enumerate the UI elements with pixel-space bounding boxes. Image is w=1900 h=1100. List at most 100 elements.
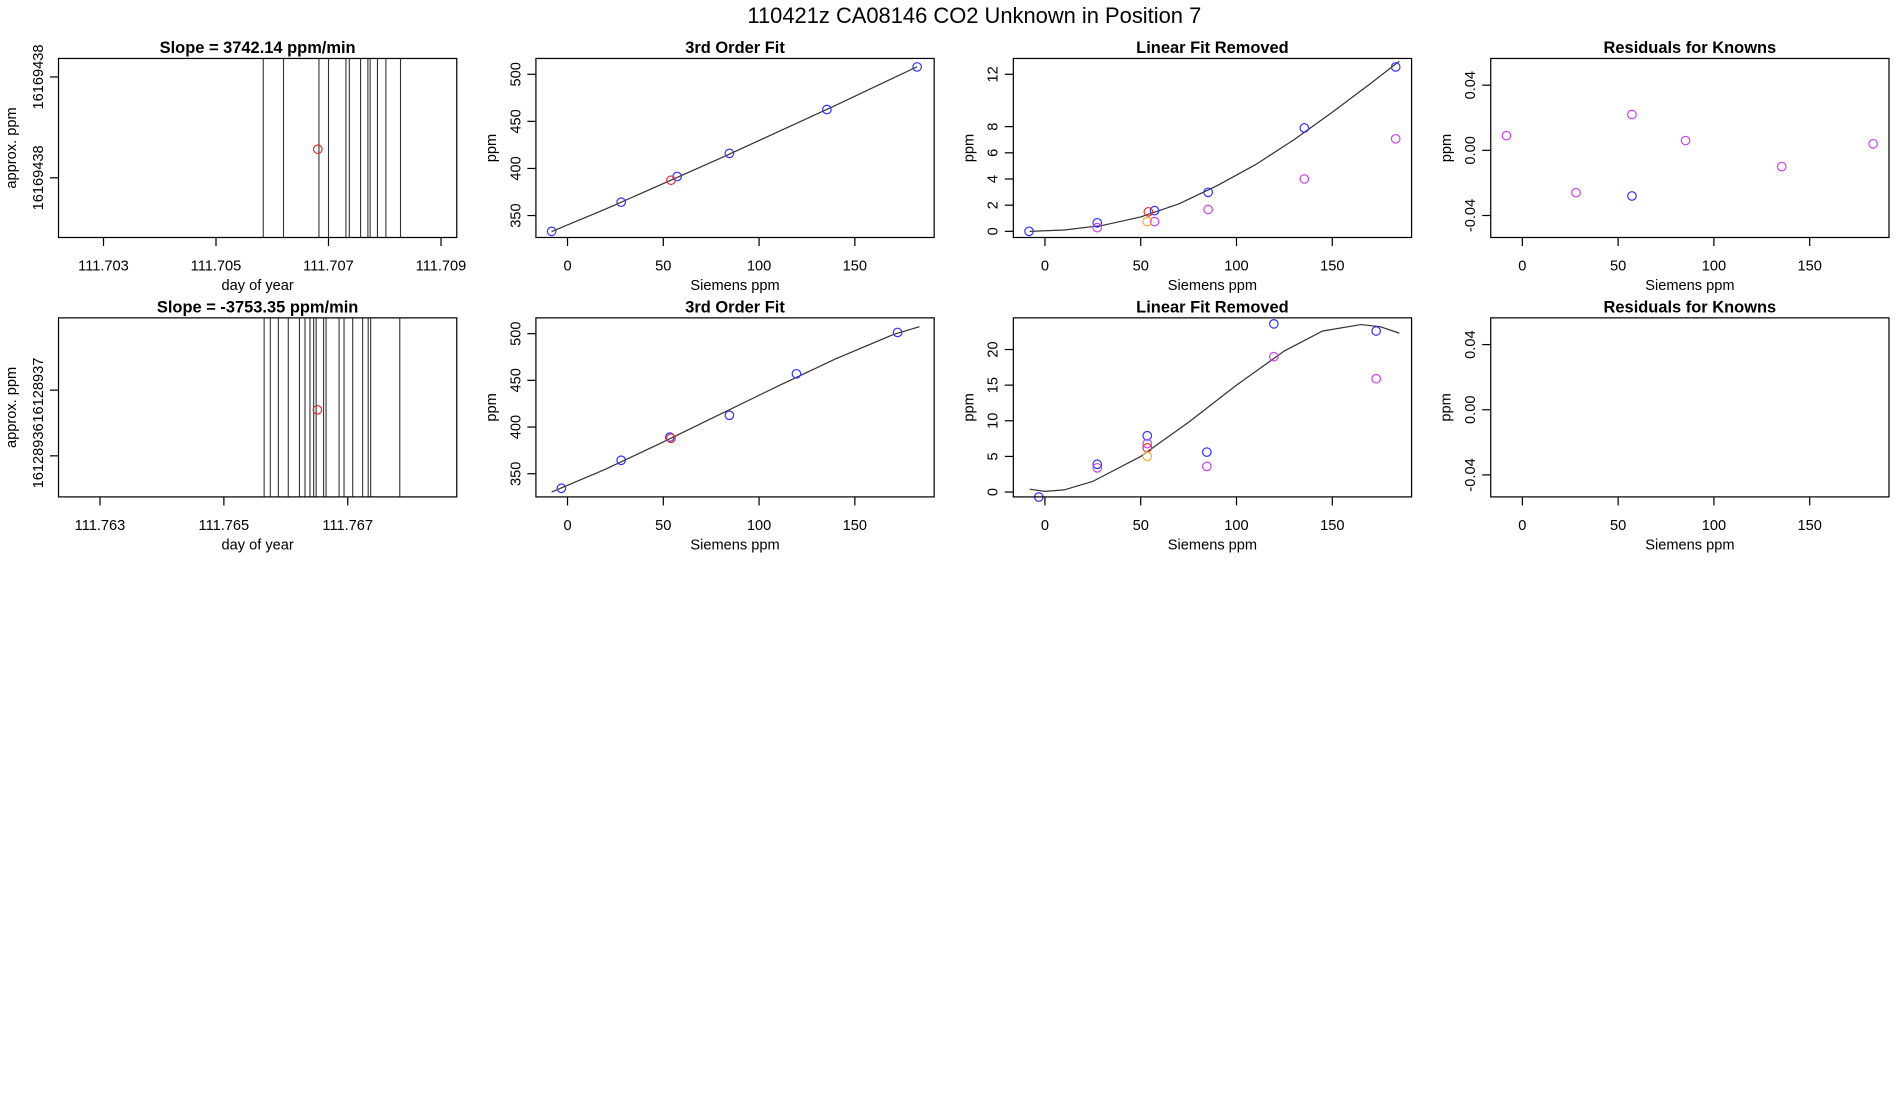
x-axis-label: day of year — [221, 278, 293, 294]
y-tick-label: 20 — [986, 341, 1002, 357]
x-tick-label: 100 — [1224, 518, 1248, 534]
y-axis-label: ppm — [484, 393, 500, 421]
y-tick-label: 16169438 — [31, 145, 47, 210]
point — [1142, 216, 1153, 227]
page-title: 110421z CA08146 CO2 Unknown in Position … — [747, 3, 1201, 28]
y-tick-label: 400 — [508, 156, 524, 180]
x-tick-label: 150 — [1320, 259, 1344, 275]
point — [1142, 438, 1153, 449]
x-axis-label: Siemens ppm — [1168, 278, 1257, 294]
x-tick-label: 150 — [843, 518, 867, 534]
y-axis-label: ppm — [1439, 393, 1455, 421]
point — [724, 148, 735, 159]
point — [1371, 326, 1382, 336]
x-axis-label: Siemens ppm — [690, 278, 779, 294]
x-axis-label: Siemens ppm — [690, 537, 779, 553]
point — [791, 368, 802, 379]
point — [1142, 430, 1153, 441]
panel-title: Slope = 3742.14 ppm/min — [160, 39, 356, 57]
y-tick-label: 350 — [508, 462, 524, 486]
point — [1390, 62, 1401, 72]
point — [1868, 138, 1878, 149]
y-tick-label: 2 — [986, 201, 1002, 209]
y-tick-label: 500 — [508, 62, 524, 86]
point — [1299, 174, 1310, 184]
x-tick-label: 111.705 — [191, 259, 242, 275]
point — [724, 410, 735, 421]
x-tick-label: 111.707 — [303, 259, 354, 275]
x-axis-label: day of year — [221, 537, 293, 553]
y-tick-label: 350 — [508, 203, 524, 227]
point — [1680, 135, 1691, 146]
point — [1627, 109, 1637, 120]
y-tick-label: 0 — [986, 488, 1002, 496]
x-tick-label: 0 — [1041, 518, 1049, 534]
panel-title: Linear Fit Removed — [1136, 39, 1289, 57]
point — [1092, 459, 1103, 470]
plot-frame — [1490, 317, 1890, 498]
x-tick-label: 0 — [1041, 259, 1049, 275]
plot-frame — [1490, 57, 1890, 239]
y-axis-label: ppm — [961, 134, 977, 162]
point — [616, 197, 627, 208]
y-tick-label: 0 — [986, 227, 1002, 235]
x-tick-label: 50 — [655, 518, 671, 534]
panel-title: Residuals for Knowns — [1604, 298, 1777, 316]
point — [1201, 461, 1212, 472]
point — [1268, 318, 1279, 329]
point — [1501, 130, 1512, 141]
panel-title: Slope = -3753.35 ppm/min — [157, 298, 358, 316]
y-axis-label: ppm — [961, 393, 977, 421]
point — [1149, 205, 1160, 216]
point — [1627, 191, 1637, 201]
point — [1203, 204, 1214, 215]
x-tick-label: 111.709 — [416, 259, 467, 275]
x-axis-label: Siemens ppm — [1645, 537, 1734, 553]
fit-curve — [551, 326, 920, 493]
y-tick-label: 400 — [508, 415, 524, 439]
y-tick-label: 500 — [508, 321, 524, 345]
x-tick-label: 100 — [1224, 259, 1248, 275]
y-tick-label: 450 — [508, 109, 524, 133]
x-tick-label: 0 — [1518, 259, 1526, 275]
y-axis-label: ppm — [1439, 134, 1455, 162]
x-tick-label: 150 — [1797, 518, 1821, 534]
y-tick-label: 0.00 — [1463, 136, 1479, 164]
x-tick-label: 50 — [1133, 259, 1149, 275]
y-tick-label: 0.04 — [1463, 71, 1479, 99]
x-tick-label: 0 — [1518, 518, 1526, 534]
point — [666, 175, 676, 186]
plot-frame — [1012, 57, 1413, 239]
point — [666, 433, 676, 444]
y-tick-label: 16169438 — [31, 44, 47, 109]
point — [312, 404, 323, 415]
point — [546, 226, 557, 237]
x-tick-label: 111.765 — [199, 518, 250, 534]
x-tick-label: 150 — [1797, 259, 1821, 275]
point — [1092, 217, 1103, 228]
point — [312, 144, 323, 155]
point — [1299, 123, 1310, 133]
point — [1371, 373, 1382, 384]
point — [1203, 187, 1214, 198]
point — [1142, 451, 1153, 462]
y-tick-label: 16128937 — [31, 358, 47, 423]
y-tick-label: 4 — [986, 175, 1002, 183]
plot-frame — [535, 317, 935, 498]
panel-title: Linear Fit Removed — [1136, 298, 1289, 316]
x-tick-label: 50 — [1610, 518, 1626, 534]
y-tick-label: 10 — [986, 413, 1002, 429]
plot-frame — [535, 57, 935, 239]
x-tick-label: 100 — [747, 259, 771, 275]
panel-title: Residuals for Knowns — [1604, 39, 1777, 57]
fit-curve — [1029, 60, 1400, 232]
x-axis-label: Siemens ppm — [1168, 537, 1257, 553]
plot-frame — [1012, 317, 1413, 498]
y-tick-label: 0.00 — [1463, 396, 1479, 424]
y-tick-label: 15 — [986, 377, 1002, 393]
y-tick-label: 8 — [986, 123, 1002, 131]
y-axis-label: approx. ppm — [4, 367, 20, 448]
x-tick-label: 0 — [563, 259, 571, 275]
